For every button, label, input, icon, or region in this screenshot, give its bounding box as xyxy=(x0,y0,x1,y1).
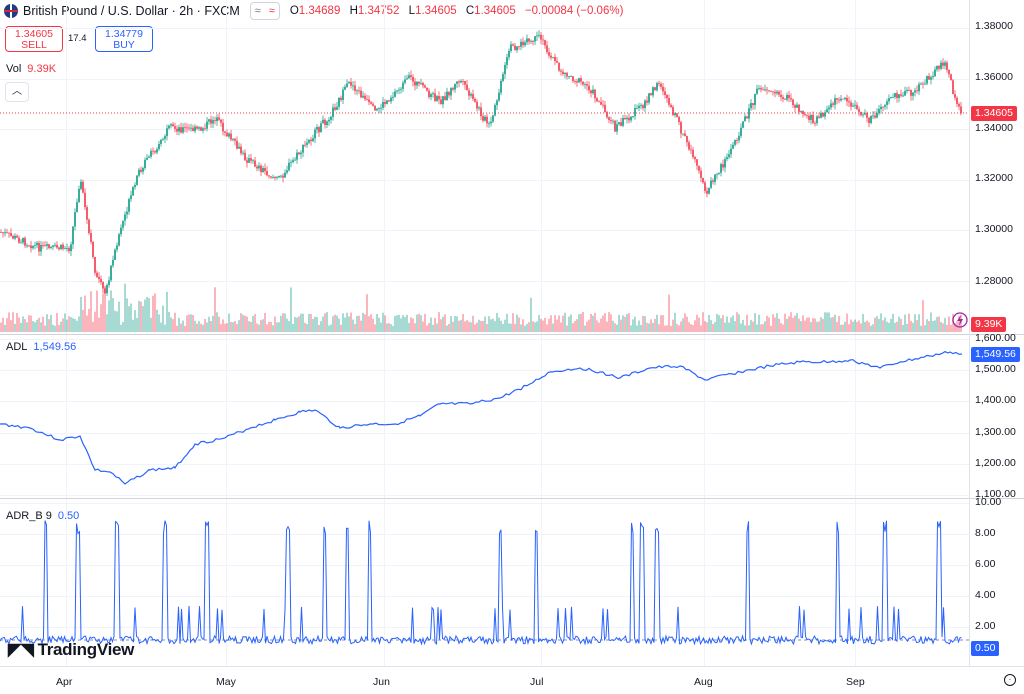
adl-scale-label: 1,200.00 xyxy=(975,457,1016,469)
lightning-icon[interactable] xyxy=(952,312,968,328)
adl-line xyxy=(0,350,963,485)
candlesticks xyxy=(0,30,962,296)
chevron-up-icon[interactable]: ︿ xyxy=(5,82,29,102)
symbol-title[interactable]: British Pound / U.S. Dollar · 2h · FXCM xyxy=(23,4,240,18)
sell-button[interactable]: 1.34605 SELL xyxy=(5,26,63,52)
volume-tag: 9.39K xyxy=(971,317,1007,332)
buy-button[interactable]: 1.34779 BUY xyxy=(95,26,153,52)
pill-right[interactable]: ≈ xyxy=(268,5,275,17)
adl-legend[interactable]: ADL 1,549.56 xyxy=(6,341,76,353)
adr-scale-label: 2.00 xyxy=(975,620,996,632)
tradingview-logo: ◤◥ TradingView xyxy=(8,640,134,660)
adr-tag: 0.50 xyxy=(971,641,1000,656)
logo-text: TradingView xyxy=(37,640,135,659)
x-axis-label: Jul xyxy=(530,676,544,688)
chart-header: British Pound / U.S. Dollar · 2h · FXCM … xyxy=(0,0,970,22)
ohlc-low: 1.34605 xyxy=(415,5,457,17)
ohlc-readout: O1.34689 H1.34752 L1.34605 C1.34605 −0.0… xyxy=(290,5,630,17)
volume-legend[interactable]: Vol 9.39K xyxy=(6,63,56,75)
ohlc-high: 1.34752 xyxy=(357,5,400,17)
adr-label: ADR_B 9 xyxy=(6,510,52,522)
last-price-tag: 1.34605 xyxy=(971,106,1017,121)
ohlc-close-key: C xyxy=(465,5,475,17)
x-axis-label: Aug xyxy=(694,676,713,688)
adr-line xyxy=(0,520,962,646)
ohlc-change: −0.00084 (−0.06%) xyxy=(524,5,624,17)
adl-value: 1,549.56 xyxy=(33,341,77,353)
adr-value: 0.50 xyxy=(57,510,80,522)
price-scale-label: 1.34000 xyxy=(975,122,1013,134)
price-scale-label: 1.36000 xyxy=(975,71,1013,83)
pill-left[interactable]: ≈ xyxy=(254,5,261,17)
adl-scale-label: 1,600.00 xyxy=(975,332,1016,344)
x-axis-label: May xyxy=(216,676,236,688)
volume-value: 9.39K xyxy=(27,63,57,75)
price-scale-label: 1.38000 xyxy=(975,20,1013,32)
ohlc-high-key: H xyxy=(349,5,358,17)
adr-scale-label: 10.00 xyxy=(975,496,1002,508)
adl-scale-label: 1,300.00 xyxy=(975,426,1016,438)
adl-tag: 1,549.56 xyxy=(971,347,1020,362)
volume-bars xyxy=(0,283,962,332)
adr-legend[interactable]: ADR_B 9 0.50 xyxy=(6,510,79,522)
adl-scale-label: 1,100.00 xyxy=(975,488,1016,500)
adl-scale-label: 1,400.00 xyxy=(975,394,1016,406)
price-scale-label: 1.32000 xyxy=(975,172,1013,184)
ohlc-open-key: O xyxy=(289,5,299,17)
x-axis-label: Apr xyxy=(56,676,73,688)
x-axis-label: Jun xyxy=(373,676,390,688)
adr-scale-label: 8.00 xyxy=(975,527,996,539)
price-scale-label: 1.28000 xyxy=(975,275,1013,287)
sell-price: 1.34605 xyxy=(15,28,53,40)
buy-price: 1.34779 xyxy=(105,28,143,40)
gear-icon[interactable]: · xyxy=(1004,674,1016,686)
tradingview-mark-icon: ◤◥ xyxy=(8,640,34,659)
spread-value: 17.4 xyxy=(68,33,87,44)
volume-label: Vol xyxy=(6,63,22,75)
ohlc-close: 1.34605 xyxy=(474,5,516,17)
adl-label: ADL xyxy=(6,341,28,353)
ohlc-low-key: L xyxy=(408,5,416,17)
price-scale-label: 1.30000 xyxy=(975,223,1013,235)
adl-scale-label: 1,500.00 xyxy=(975,363,1016,375)
gbp-usd-flag-icon xyxy=(4,4,18,18)
adr-scale-label: 4.00 xyxy=(975,589,996,601)
indicator-toggle[interactable]: ≈ ≈ xyxy=(249,2,280,20)
x-axis-label: Sep xyxy=(846,676,865,688)
adr-scale-label: 6.00 xyxy=(975,558,996,570)
sell-label: SELL xyxy=(21,39,47,51)
buy-label: BUY xyxy=(113,39,135,51)
lightning-bolt-icon xyxy=(957,315,963,326)
ohlc-open: 1.34689 xyxy=(298,5,341,17)
